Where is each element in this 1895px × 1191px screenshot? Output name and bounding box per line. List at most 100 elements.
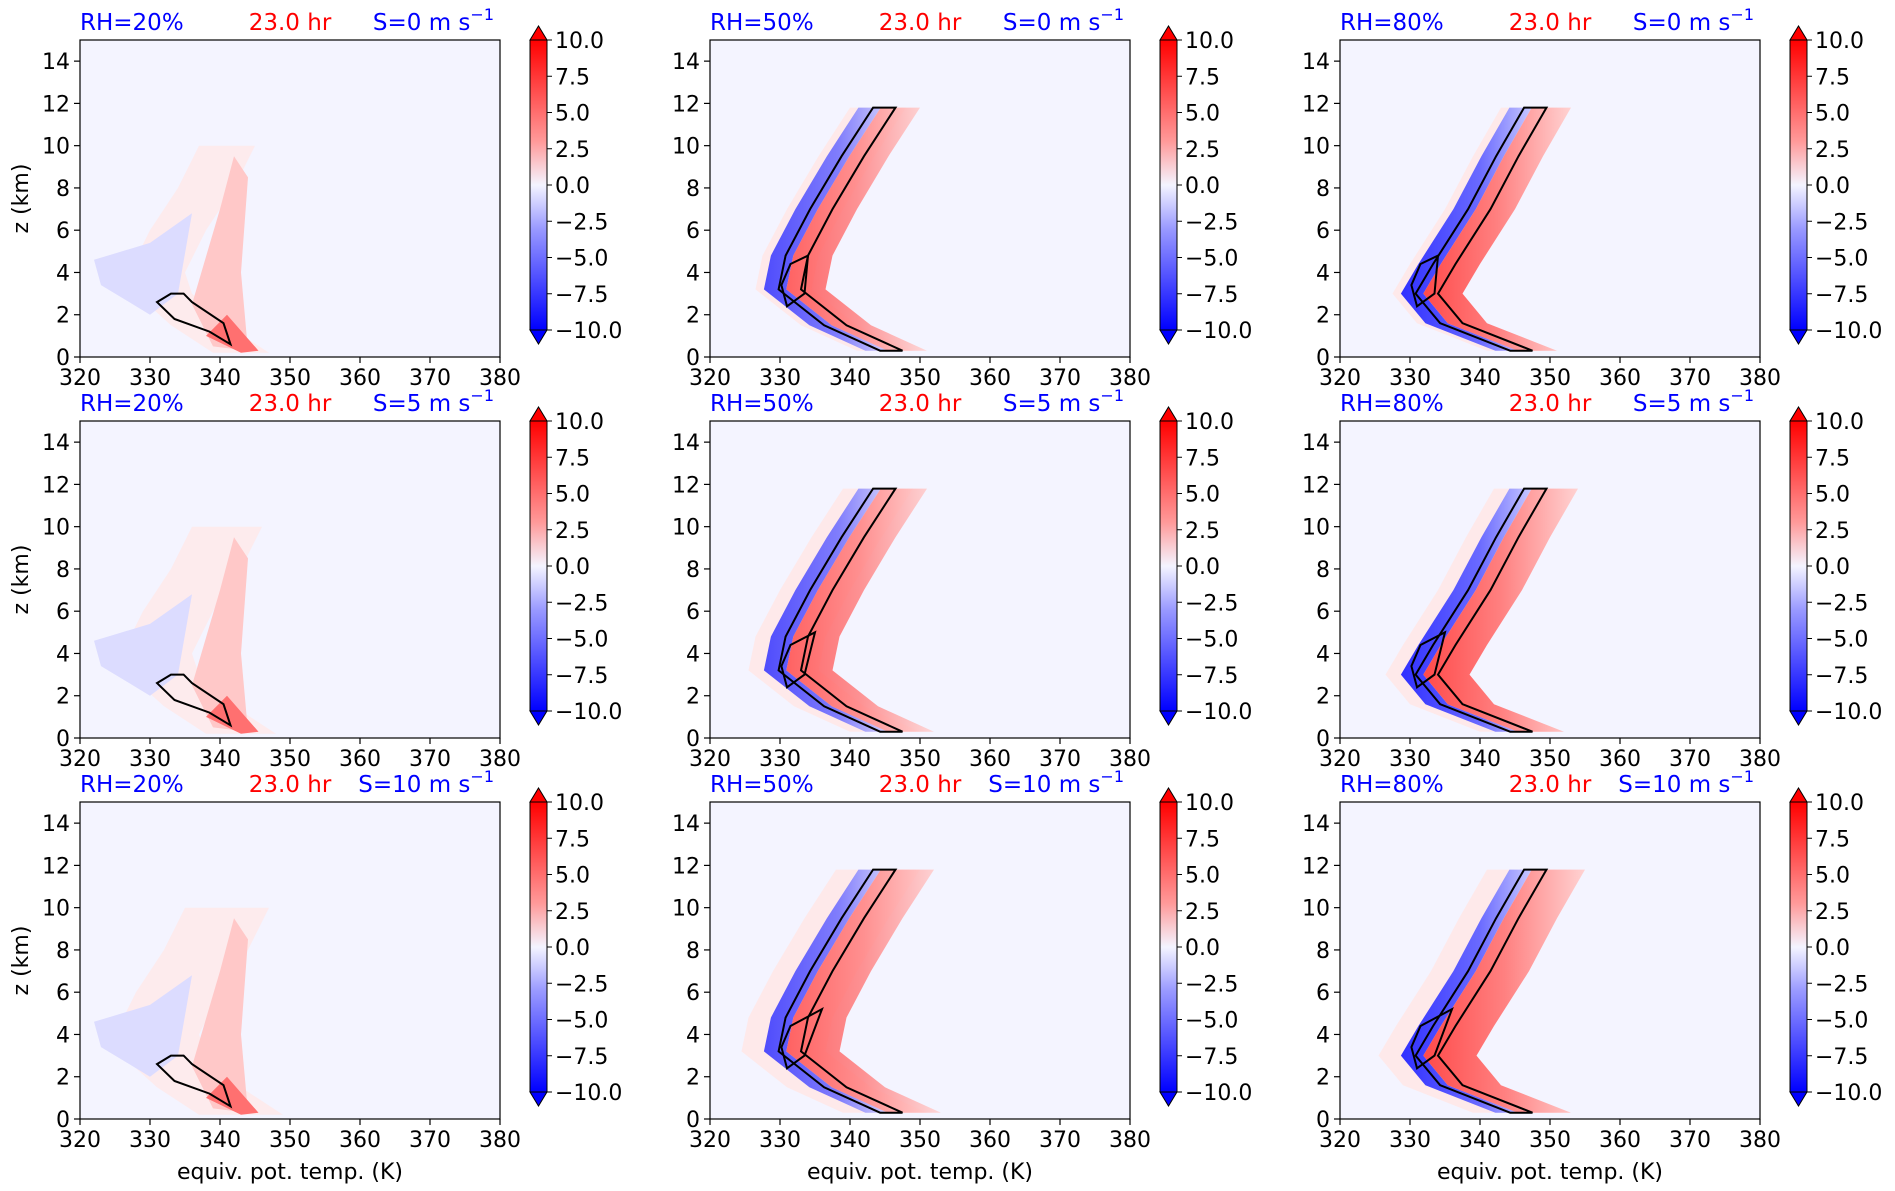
y-tick-label: 14 (1302, 431, 1330, 456)
colorbar-extend-min (1159, 710, 1178, 726)
contour-line (777, 868, 903, 1114)
y-tick-label: 10 (672, 897, 700, 922)
title-time: 23.0 hr (1509, 10, 1592, 36)
x-tick-label: 320 (1319, 747, 1361, 772)
x-tick-label: 360 (969, 1128, 1011, 1153)
x-tick-label: 370 (409, 747, 451, 772)
negative-band (763, 107, 888, 351)
colorbar-extend-max (1159, 406, 1178, 422)
y-tick-label: 0 (1316, 727, 1330, 752)
y-tick-label: 14 (42, 431, 70, 456)
y-tick-label: 10 (1302, 135, 1330, 160)
y-tick-label: 12 (1302, 473, 1330, 498)
colorbar-tick-label: −2.5 (1185, 972, 1238, 997)
positive-band (786, 488, 934, 732)
colorbar-extend-max (1789, 406, 1808, 422)
colorbar: 10.0 7.5 5.0 2.5 0.0 −2.5 −5.0 −7.5 −10.0 (1159, 787, 1252, 1107)
colorbar-tick-label: 7.5 (555, 827, 590, 852)
colorbar-tick-label: 7.5 (1185, 65, 1220, 90)
colorbar-tick-label: −10.0 (1185, 700, 1252, 725)
x-tick-label: 370 (1039, 366, 1081, 391)
colorbar-tick-label: 0.0 (1185, 174, 1220, 199)
flux-field (1378, 869, 1585, 1113)
x-tick-label: 320 (59, 1128, 101, 1153)
panel-3-2: 320 330 340 350 360 370 380 0 2 4 6 8 10 12 14 RH=50% 23… (672, 767, 1252, 1185)
x-tick-label: 330 (1389, 366, 1431, 391)
positive-core (206, 1076, 259, 1115)
x-tick-label: 350 (1529, 366, 1571, 391)
y-tick-label: 14 (42, 50, 70, 75)
shear-exponent: −1 (1100, 767, 1124, 786)
colorbar-extend-max (1159, 787, 1178, 803)
y-tick-label: 2 (1316, 1066, 1330, 1091)
colorbar-tick-label: 10.0 (1815, 29, 1864, 54)
title-shear: S=0 m s−1 (1633, 5, 1754, 36)
positive-band (786, 869, 941, 1113)
x-tick-label: 360 (1599, 747, 1641, 772)
flux-field (741, 869, 941, 1113)
y-tick-label: 4 (56, 1023, 70, 1048)
positive-band (1423, 107, 1571, 351)
x-axis-label: equiv. pot. temp. (K) (1437, 1160, 1663, 1185)
colorbar: 10.0 7.5 5.0 2.5 0.0 −2.5 −5.0 −7.5 −10.0 (1159, 406, 1252, 726)
colorbar-tick-label: −2.5 (555, 210, 608, 235)
y-tick-label: 0 (1316, 346, 1330, 371)
y-tick-label: 0 (686, 1108, 700, 1133)
x-tick-label: 380 (1739, 1128, 1781, 1153)
x-tick-label: 380 (1739, 747, 1781, 772)
y-tick-label: 12 (672, 92, 700, 117)
y-tick-label: 4 (686, 1023, 700, 1048)
y-tick-label: 2 (1316, 685, 1330, 710)
shear-value: S=0 m s (1003, 10, 1101, 36)
y-tick-label: 2 (686, 685, 700, 710)
y-tick-label: 12 (672, 854, 700, 879)
colorbar-tick-label: 2.5 (1815, 519, 1850, 544)
colorbar-tick-label: −10.0 (1815, 319, 1882, 344)
shear-value: S=0 m s (373, 10, 471, 36)
colorbar-tick-label: −10.0 (555, 1081, 622, 1106)
y-tick-label: 4 (686, 642, 700, 667)
y-tick-label: 8 (686, 939, 700, 964)
y-tick-label: 12 (1302, 854, 1330, 879)
contour-line (780, 1006, 824, 1070)
y-axis-label: z (km) (9, 545, 34, 615)
y-tick-label: 8 (1316, 177, 1330, 202)
y-tick-label: 14 (672, 812, 700, 837)
colorbar-tick-label: 5.0 (555, 864, 590, 889)
y-tick-label: 14 (672, 431, 700, 456)
colorbar-tick-label: 10.0 (1815, 791, 1864, 816)
title-shear: S=10 m s−1 (988, 767, 1124, 798)
colorbar-tick-label: 2.5 (1185, 519, 1220, 544)
y-tick-label: 4 (1316, 642, 1330, 667)
x-tick-label: 370 (1669, 1128, 1711, 1153)
x-tick-label: 320 (689, 1128, 731, 1153)
contour-line (1414, 106, 1549, 352)
y-tick-label: 6 (1316, 219, 1330, 244)
x-tick-label: 340 (199, 747, 241, 772)
panel-1-1: 320 330 340 350 360 370 380 0 2 4 6 8 10 12 14 RH=20% 23… (9, 5, 622, 391)
panel-2-3: 320 330 340 350 360 370 380 0 2 4 6 8 10 12 14 RH=80% 23… (1302, 386, 1882, 772)
title-rh: RH=80% (1340, 10, 1444, 36)
x-tick-label: 330 (1389, 747, 1431, 772)
colorbar-tick-label: −7.5 (555, 283, 608, 308)
colorbar-tick-label: 7.5 (1815, 827, 1850, 852)
panel-2-2: 320 330 340 350 360 370 380 0 2 4 6 8 10 12 14 RH=50% 23… (672, 386, 1252, 772)
colorbar-tick-label: −5.0 (1185, 1009, 1238, 1034)
colorbar-tick-label: 7.5 (555, 446, 590, 471)
colorbar-tick-label: −7.5 (1185, 664, 1238, 689)
colorbar-tick-label: 2.5 (1815, 900, 1850, 925)
colorbar: 10.0 7.5 5.0 2.5 0.0 −2.5 −5.0 −7.5 −10.0 (529, 787, 622, 1107)
title-rh: RH=80% (1340, 391, 1444, 417)
y-tick-label: 0 (56, 1108, 70, 1133)
x-tick-label: 340 (1459, 1128, 1501, 1153)
title-rh: RH=20% (80, 391, 184, 417)
y-tick-label: 10 (672, 135, 700, 160)
colorbar-tick-label: 5.0 (1185, 483, 1220, 508)
colorbar-tick-label: −2.5 (1185, 591, 1238, 616)
colorbar-body (529, 801, 548, 1093)
plot-background (1340, 40, 1760, 357)
colorbar-tick-label: 5.0 (1815, 102, 1850, 127)
panel-2-1: 320 330 340 350 360 370 380 0 2 4 6 8 10 12 14 RH=20% 23… (9, 386, 622, 772)
colorbar-tick-label: −5.0 (555, 247, 608, 272)
x-tick-label: 350 (269, 1128, 311, 1153)
